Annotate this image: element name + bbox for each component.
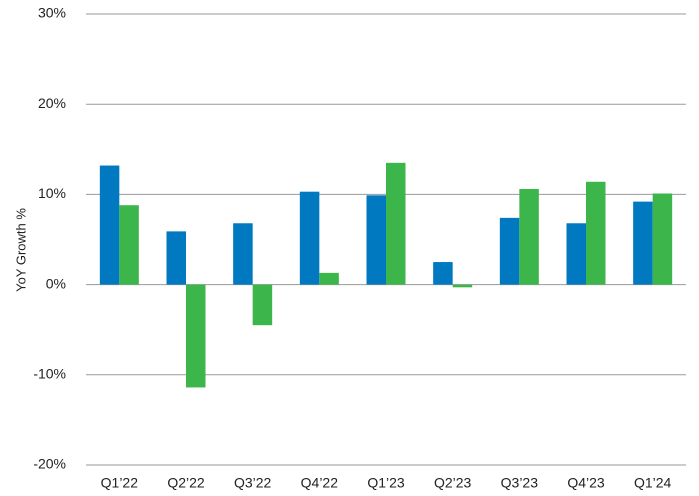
x-tick-label: Q4’23 bbox=[567, 475, 605, 491]
bar bbox=[99, 165, 120, 285]
bar bbox=[119, 205, 139, 285]
x-tick-label: Q1’23 bbox=[367, 475, 405, 491]
x-tick-label: Q2’22 bbox=[167, 475, 205, 491]
bar bbox=[366, 195, 386, 285]
bar bbox=[319, 272, 339, 285]
x-tick-label: Q3’23 bbox=[501, 475, 539, 491]
x-tick-label: Q3’22 bbox=[234, 475, 272, 491]
y-tick-label: 20% bbox=[38, 95, 66, 111]
bar bbox=[499, 217, 520, 285]
y-tick-label: 0% bbox=[46, 275, 66, 291]
bar bbox=[186, 284, 206, 388]
bar bbox=[452, 284, 473, 288]
bar bbox=[166, 231, 186, 285]
y-tick-label: 30% bbox=[38, 5, 66, 21]
y-tick-label: -10% bbox=[33, 366, 66, 382]
bar bbox=[433, 262, 453, 285]
bar bbox=[566, 223, 586, 285]
bar bbox=[519, 188, 539, 285]
y-axis-label: YoY Growth % bbox=[13, 208, 28, 292]
bar bbox=[233, 223, 253, 285]
y-tick-label: 10% bbox=[38, 185, 66, 201]
bar bbox=[633, 201, 653, 285]
x-tick-label: Q4’22 bbox=[301, 475, 339, 491]
x-tick-label: Q1’22 bbox=[101, 475, 139, 491]
bar bbox=[299, 191, 320, 285]
bar bbox=[652, 193, 673, 285]
x-tick-label: Q2’23 bbox=[434, 475, 472, 491]
y-tick-label: -20% bbox=[33, 456, 66, 472]
bar bbox=[386, 162, 406, 285]
bar bbox=[586, 181, 606, 285]
x-tick-label: Q1’24 bbox=[634, 475, 672, 491]
bar bbox=[252, 284, 273, 326]
